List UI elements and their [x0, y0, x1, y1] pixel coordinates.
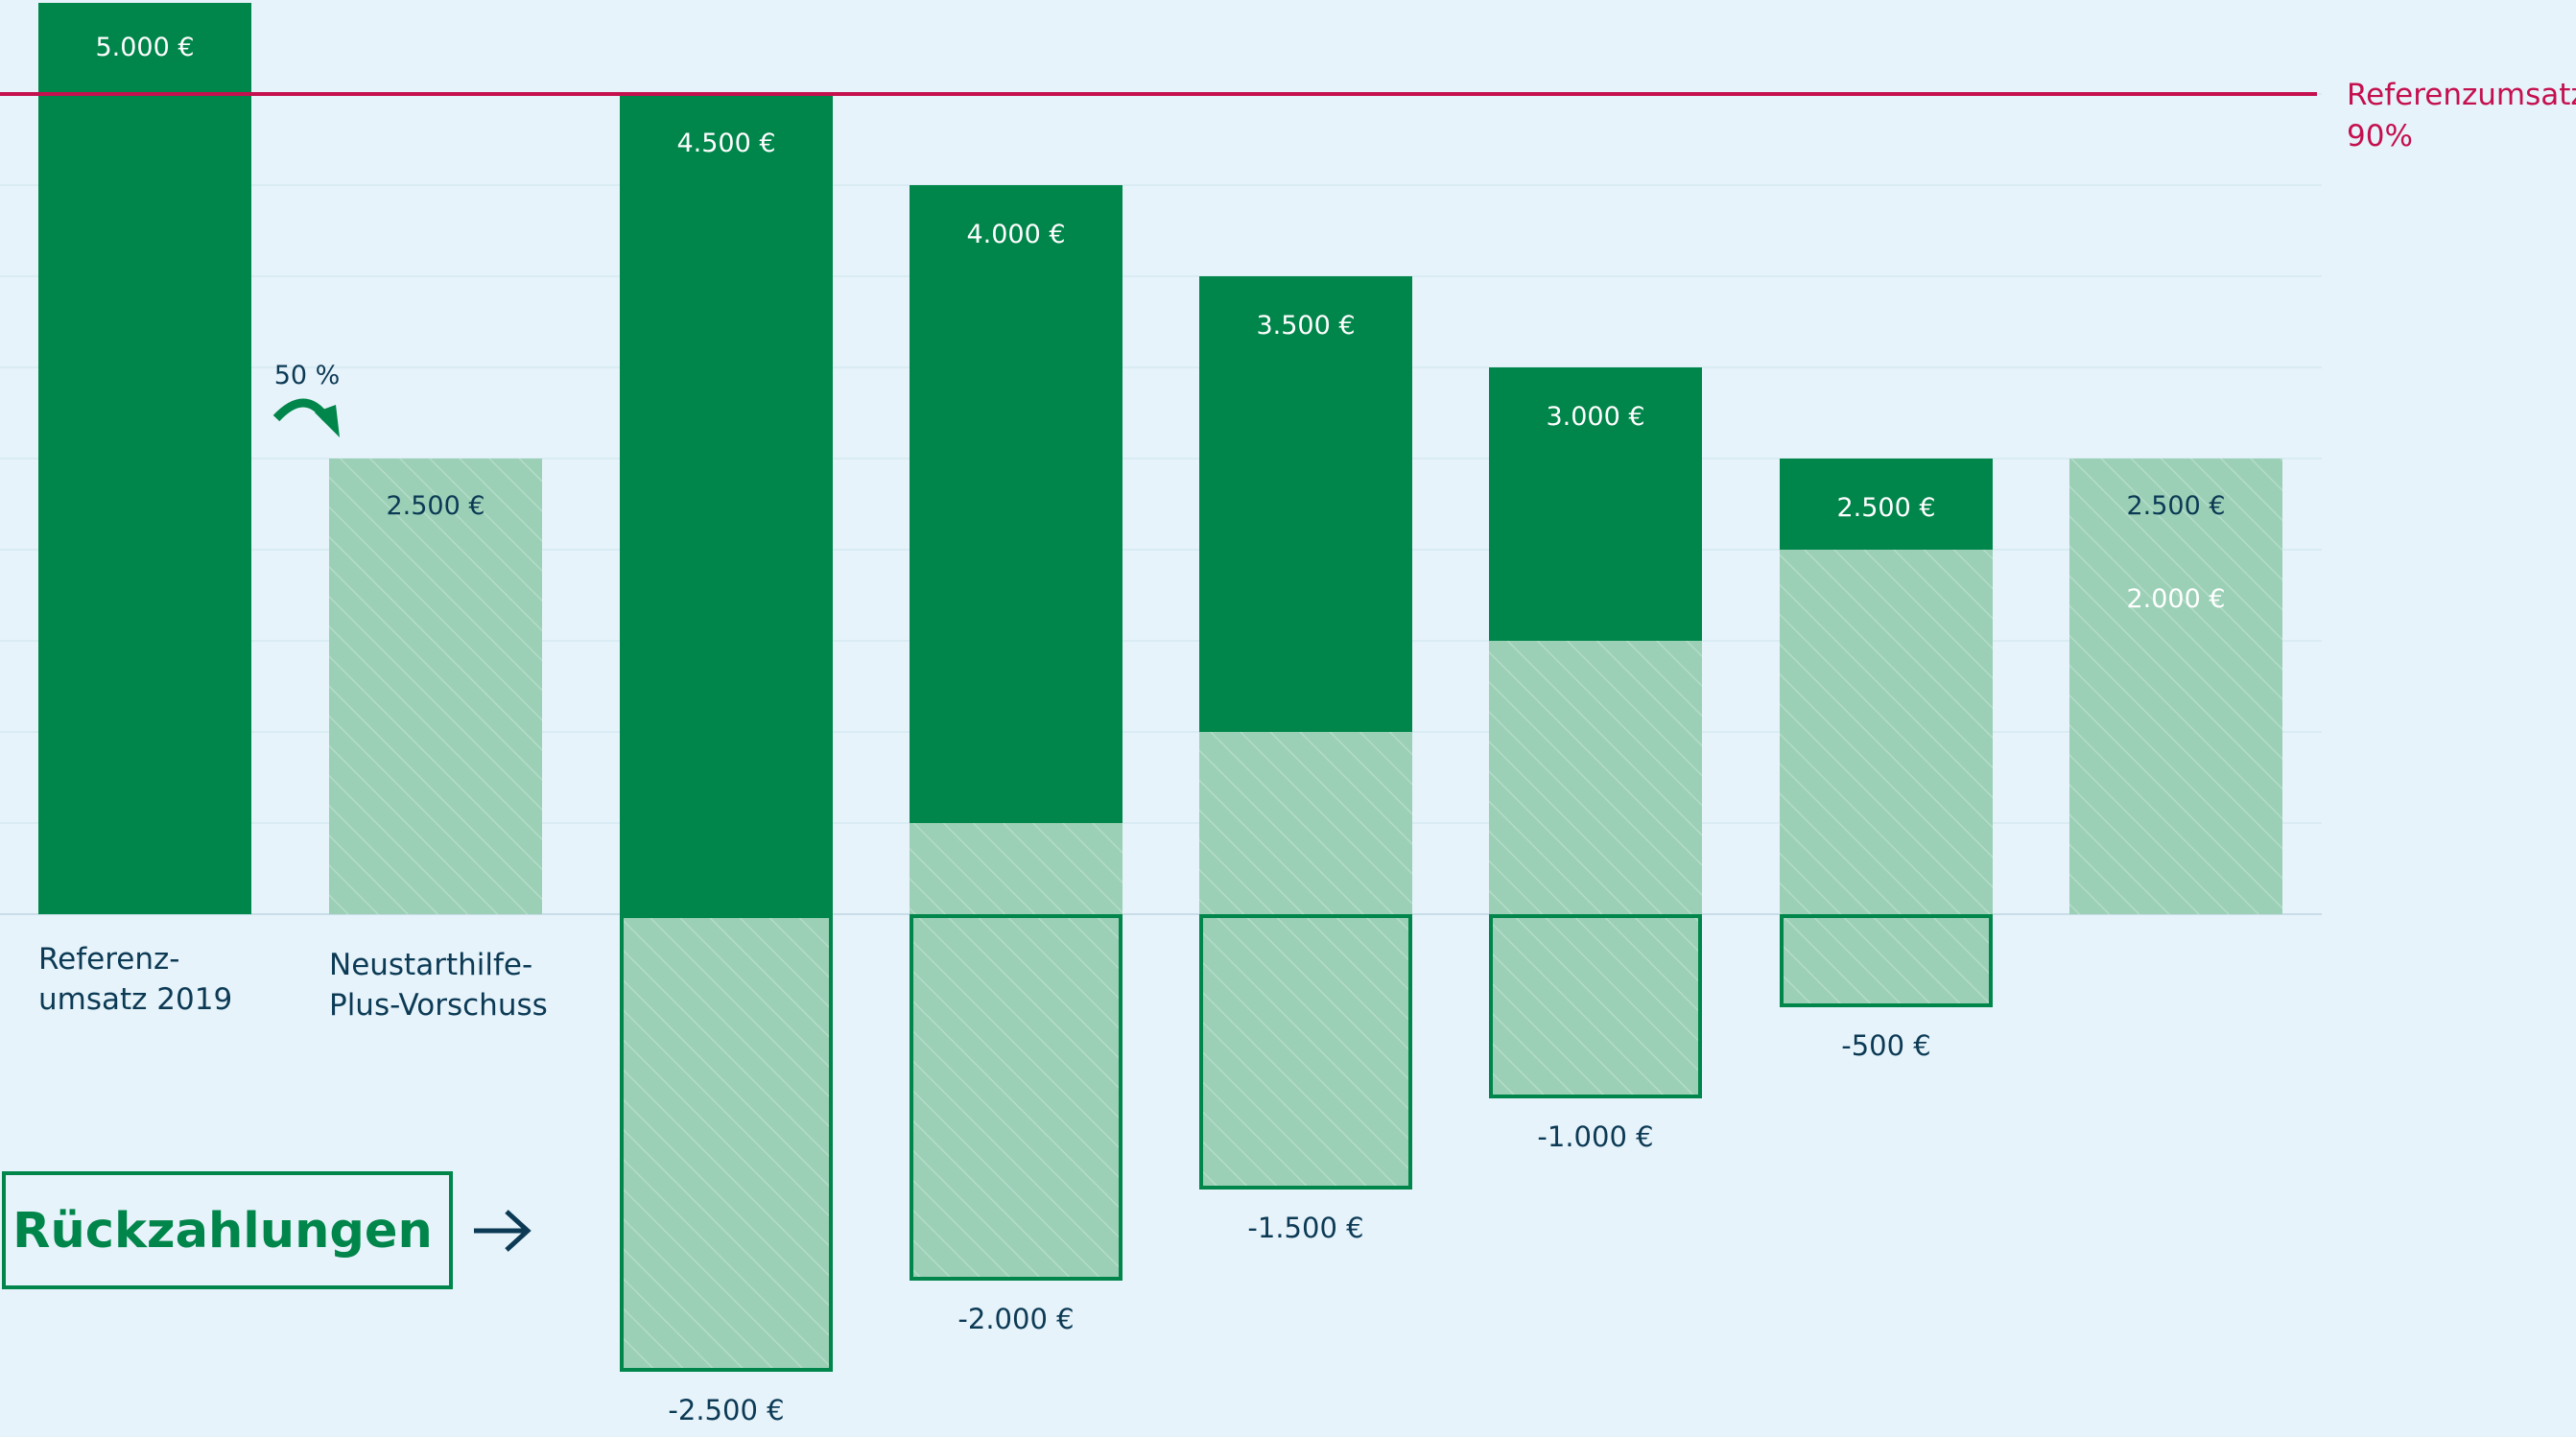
curved-arrow-head-icon — [315, 405, 340, 437]
bar-label-month-5: 2.500 € — [1836, 493, 1935, 523]
repayment-label-month-2: -2.000 € — [957, 1303, 1074, 1335]
bar-revenue-month-3 — [1199, 276, 1412, 732]
bar-revenue-month-5 — [1780, 459, 1993, 550]
bar-label-reference-revenue: 5.000 € — [95, 33, 194, 62]
category-label-advance-line1: Neustarthilfe- — [329, 948, 532, 982]
arrow-right-head-icon — [505, 1210, 532, 1252]
category-label-reference-line1: Referenz- — [38, 942, 179, 977]
repayment-label-month-5: -500 € — [1841, 1029, 1931, 1062]
bar-label-month-3: 3.500 € — [1256, 311, 1355, 341]
percent-label: 50 % — [274, 361, 341, 390]
bars-layer — [38, 3, 2282, 1372]
bar-label-month-2: 4.000 € — [966, 220, 1065, 249]
bar-repayment-month-2 — [910, 914, 1123, 1281]
bar-reference-revenue — [38, 3, 251, 914]
bar-repayment-month-5 — [1780, 914, 1993, 1007]
legend-box — [2, 1171, 453, 1289]
bar-advance-share-month-5 — [1780, 550, 1993, 914]
legend-label: Rückzahlungen — [12, 1203, 433, 1260]
bar-advance-share-month-3 — [1199, 732, 1412, 914]
bar-label-advance-share-month-6: 2.500 € — [2126, 491, 2225, 521]
bar-repayment-month-1 — [620, 914, 833, 1372]
labels-layer: 5.000 € Referenz-umsatz 2019 2.500 € Neusta… — [0, 33, 2576, 1426]
bar-repayment-month-4 — [1489, 914, 1702, 1098]
bar-revenue-month-4 — [1489, 367, 1702, 641]
reference-line-label-line1: Referenzumsatz — [2347, 78, 2576, 112]
repayment-label-month-3: -1.500 € — [1247, 1212, 1363, 1244]
bar-revenue-month-1 — [620, 94, 833, 914]
bar-advance-share-month-2 — [910, 823, 1123, 914]
reference-line-label-line2: 90% — [2347, 119, 2413, 153]
repayment-label-month-4: -1.000 € — [1537, 1120, 1653, 1153]
bar-advance-share-month-4 — [1489, 641, 1702, 914]
repayment-label-month-1: -2.500 € — [668, 1394, 784, 1426]
bar-label-month-4: 3.000 € — [1546, 402, 1644, 432]
category-label-reference-line2: umsatz 2019 — [38, 982, 232, 1017]
bar-label-month-1: 4.500 € — [676, 129, 775, 158]
bar-advance — [329, 459, 542, 914]
bar-label-advance: 2.500 € — [386, 491, 484, 521]
bar-advance-share-month-6 — [2069, 459, 2282, 914]
bar-label-month-6: 2.000 € — [2126, 584, 2225, 614]
category-label-advance-line2: Plus-Vorschuss — [329, 988, 548, 1023]
bar-revenue-month-2 — [910, 185, 1123, 823]
bar-repayment-month-3 — [1199, 914, 1412, 1190]
